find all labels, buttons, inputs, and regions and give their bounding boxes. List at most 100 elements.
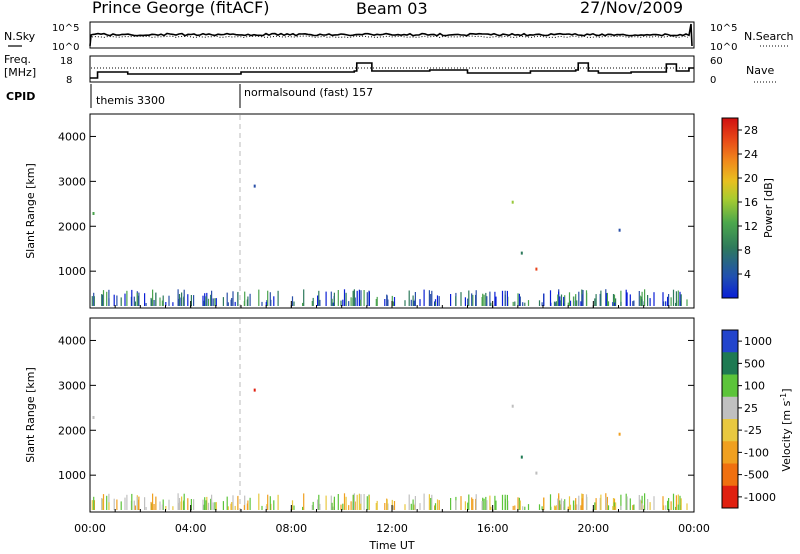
x-tick-label: 20:00 <box>577 522 609 535</box>
velocity-near-range-cell <box>506 494 508 510</box>
velocity-near-range-cell <box>137 499 139 510</box>
power-near-range-cell <box>387 299 389 306</box>
power-near-range-cell <box>215 298 217 306</box>
velocity-near-range-cell <box>467 502 469 510</box>
velocity-colorbar-block <box>722 441 738 464</box>
velocity-near-range-cell <box>554 506 556 510</box>
velocity-near-range-cell <box>522 506 524 510</box>
power-near-range-cell <box>352 290 354 306</box>
x-tick-label: 12:00 <box>376 522 408 535</box>
velocity-near-range-cell <box>675 506 677 510</box>
velocity-near-range-cell <box>620 505 622 510</box>
power-near-range-cell <box>386 295 388 306</box>
velocity-near-range-cell <box>517 497 519 510</box>
power-near-range-cell <box>178 294 181 306</box>
velocity-near-range-cell <box>131 493 133 510</box>
y-tick-label: 2000 <box>58 220 86 233</box>
power-near-range-cell <box>243 301 245 306</box>
power-near-range-cell <box>501 290 504 306</box>
power-colorbar-tick-label: 24 <box>744 148 758 161</box>
power-colorbar: 4 8 12 16 20 24 28 Power [dB] <box>721 117 775 299</box>
velocity-near-range-cell <box>665 505 667 510</box>
power-near-range-cell <box>376 296 378 306</box>
velocity-near-range-cell <box>582 504 584 510</box>
power-near-range-cell <box>267 290 269 306</box>
velocity-near-range-cell <box>670 501 672 510</box>
noise-strip-frame <box>89 21 695 49</box>
power-near-range-cell <box>131 289 133 306</box>
nave-line <box>90 62 694 79</box>
velocity-near-range-cell <box>639 499 641 510</box>
power-near-range-cell <box>340 300 342 306</box>
power-near-range-cell <box>471 293 473 306</box>
power-near-range-cell <box>582 300 584 306</box>
velocity-near-range-cell <box>387 503 389 510</box>
velocity-near-range-cell <box>680 498 682 510</box>
freq-unit: [MHz] <box>4 66 36 79</box>
velocity-near-range-cell <box>582 494 584 510</box>
velocity-near-range-cell <box>237 495 239 510</box>
velocity-near-range-cell <box>93 500 95 510</box>
velocity-near-range-cell <box>172 506 174 510</box>
power-near-range-cell <box>368 291 370 306</box>
power-near-range-cell <box>93 292 95 306</box>
power-near-range-cell <box>555 301 557 306</box>
power-near-range-cell <box>675 291 677 306</box>
velocity-near-range-cell <box>376 500 378 510</box>
power-colorbar-tick-label: 28 <box>744 124 758 137</box>
power-colorbar-tick-label: 16 <box>744 196 758 209</box>
velocity-near-range-cell <box>133 500 135 510</box>
velocity-near-range-cell <box>302 506 304 510</box>
power-near-range-cell <box>214 298 216 306</box>
velocity-near-range-cell <box>318 494 320 510</box>
velocity-near-range-cell <box>629 498 631 510</box>
power-near-range-cell <box>527 300 530 306</box>
velocity-colorbar: 1000 500 100 25 -25 -100 -500 -1000 Velocity [m… <box>721 329 793 509</box>
power-near-range-cell <box>594 298 596 306</box>
power-colorbar-tick-label: 4 <box>744 268 751 281</box>
power-near-range-cell <box>353 289 355 306</box>
velocity-near-range-cell <box>431 494 433 510</box>
velocity-xlabel: Time UT <box>368 539 414 552</box>
velocity-near-range-cell <box>204 497 206 510</box>
power-near-range-cell <box>108 298 110 306</box>
power-near-range-cell <box>541 302 543 306</box>
velocity-near-range-cell <box>558 495 560 510</box>
velocity-near-range-cell <box>626 496 628 510</box>
velocity-near-range-cell <box>332 506 334 510</box>
power-near-range-cell <box>366 292 368 306</box>
cpid-mode-2: normalsound (fast) 157 <box>244 86 373 99</box>
power-near-range-cell <box>559 296 561 306</box>
beam-label: Beam 03 <box>356 0 428 18</box>
velocity-near-range-cell <box>234 505 236 510</box>
velocity-near-range-cell <box>563 500 565 510</box>
power-near-range-cell <box>350 297 352 306</box>
velocity-echo-cell <box>253 388 256 392</box>
velocity-near-range-cell <box>557 498 559 510</box>
velocity-near-range-cell <box>293 505 295 510</box>
power-near-range-cell <box>249 293 251 306</box>
velocity-near-range-cell <box>291 500 294 510</box>
power-echo-cells <box>91 184 688 306</box>
power-near-range-cell <box>222 297 224 306</box>
freq-strip: Freq. [MHz] 18 8 60 0 Nave <box>4 53 776 86</box>
velocity-near-range-cell <box>303 493 305 510</box>
power-near-range-cell <box>124 293 126 306</box>
velocity-near-range-cell <box>679 495 681 510</box>
power-near-range-cell <box>227 302 229 306</box>
power-near-range-cell <box>134 301 136 306</box>
power-colorbar-tick-label: 12 <box>744 220 758 233</box>
power-near-range-cell <box>258 289 260 306</box>
velocity-near-range-cell <box>212 502 214 510</box>
power-near-range-cell <box>269 292 271 306</box>
power-near-range-cell <box>333 292 335 306</box>
velocity-x-axis: 00:00 04:00 08:00 12:00 16:00 20:00 00:00 <box>74 505 710 535</box>
power-near-range-cell <box>620 290 622 306</box>
power-near-range-cell <box>620 301 622 306</box>
power-near-range-cell <box>607 301 610 306</box>
velocity-near-range-cell <box>419 503 421 510</box>
nave-tick-top: 60 <box>710 56 723 67</box>
power-near-range-cell <box>232 291 234 306</box>
power-near-range-cell <box>330 291 332 306</box>
power-near-range-cell <box>567 302 569 306</box>
